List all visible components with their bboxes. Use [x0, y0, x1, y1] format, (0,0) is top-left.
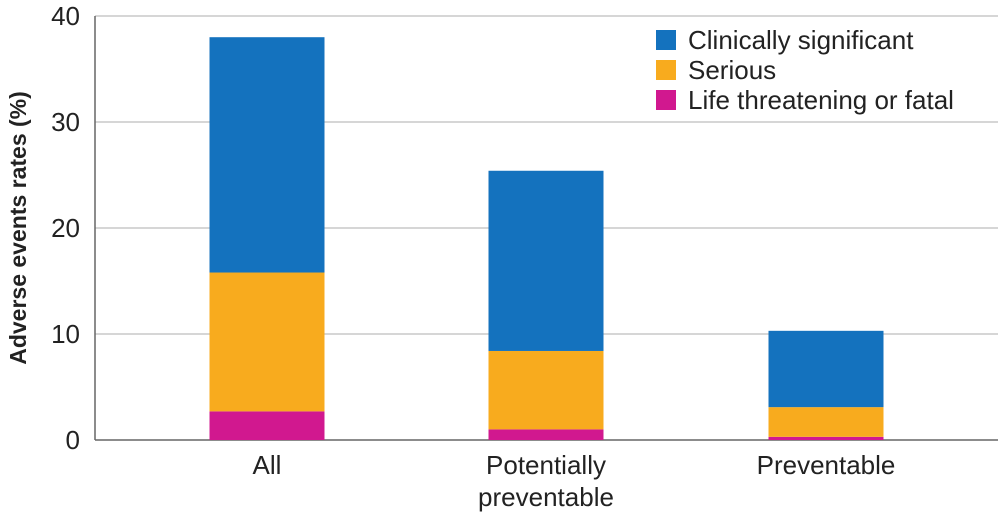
- y-tick-label: 10: [51, 319, 80, 349]
- x-tick-label: Preventable: [757, 450, 896, 480]
- y-axis-label: Adverse events rates (%): [5, 91, 31, 365]
- legend-swatch: [656, 60, 676, 80]
- legend-swatch: [656, 90, 676, 110]
- y-tick-label: 0: [66, 425, 80, 455]
- bar-segment: [768, 330, 884, 408]
- bar-segment: [209, 411, 325, 440]
- bar-segment: [209, 37, 325, 273]
- bar-segment: [488, 170, 604, 351]
- x-tick-label: Potentially: [486, 450, 606, 480]
- bar-segment: [488, 350, 604, 430]
- y-tick-labels: 0 10 20 30 40: [51, 1, 80, 455]
- legend-label: Clinically significant: [688, 25, 914, 55]
- bars: [209, 37, 884, 440]
- y-tick-label: 20: [51, 213, 80, 243]
- bar-segment: [488, 429, 604, 440]
- x-tick-label: preventable: [478, 482, 614, 512]
- legend-label: Serious: [688, 55, 776, 85]
- y-tick-label: 30: [51, 107, 80, 137]
- bar-segment: [768, 436, 884, 440]
- legend-swatch: [656, 30, 676, 50]
- y-tick-label: 40: [51, 1, 80, 31]
- legend-label: Life threatening or fatal: [688, 85, 954, 115]
- bar-segment: [768, 407, 884, 437]
- bar-segment: [209, 272, 325, 412]
- x-tick-label: All: [253, 450, 282, 480]
